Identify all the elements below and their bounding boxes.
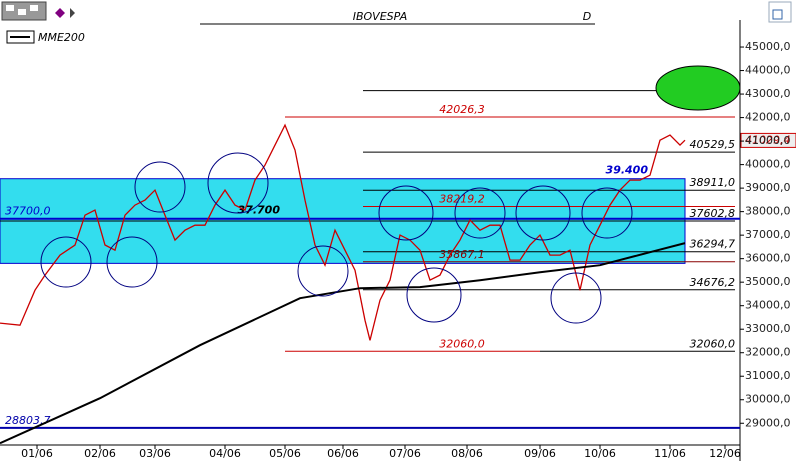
y-tick-label: 44000,0	[745, 64, 791, 77]
window-icon[interactable]	[768, 1, 792, 23]
y-tick-label: 35000,0	[745, 275, 791, 288]
y-tick-label: 43000,0	[745, 87, 791, 100]
level-label: 42026,3	[439, 103, 485, 116]
level-label: 35867,1	[439, 248, 485, 261]
band-label: 37.700	[238, 204, 281, 217]
chart-title: IBOVESPA	[353, 10, 408, 23]
x-tick-label: 12/06	[709, 447, 741, 460]
y-tick-label: 40000,0	[745, 158, 791, 171]
x-tick-label: 08/06	[451, 447, 483, 460]
level-label: 40529,5	[690, 138, 736, 151]
target-ellipse	[655, 65, 741, 111]
y-tick-label: 39000,0	[745, 181, 791, 194]
x-tick-label: 01/06	[21, 447, 53, 460]
y-axis-ticks: 29000,0 30000,0 31000,0 32000,0 33000,0 34000…	[21, 40, 790, 460]
last-price-label: 41029,4	[745, 133, 791, 146]
level-label: 37700,0	[5, 205, 51, 218]
level-label: 28803,7	[5, 414, 51, 427]
legend-label: MME200	[38, 31, 85, 44]
y-tick-label: 38000,0	[745, 205, 791, 218]
x-tick-label: 02/06	[84, 447, 116, 460]
y-tick-label: 45000,0	[745, 40, 791, 53]
x-tick-label: 11/06	[654, 447, 686, 460]
y-tick-label: 42000,0	[745, 111, 791, 124]
level-label: 34676,2	[690, 276, 736, 289]
band-label: 39.400	[606, 164, 649, 177]
circles	[40, 152, 633, 324]
y-tick-label: 37000,0	[745, 228, 791, 241]
y-tick-label: 32000,0	[745, 346, 791, 359]
period: D	[583, 10, 591, 23]
logo	[1, 1, 75, 21]
level-label: 32060,0	[439, 337, 485, 350]
x-tick-label: 03/06	[139, 447, 171, 460]
y-tick-label: 30000,0	[745, 393, 791, 406]
level-label: 32060,0	[690, 337, 736, 350]
x-tick-label: 10/06	[584, 447, 616, 460]
level-label: 38911,0	[690, 176, 736, 189]
y-tick-label: 31000,0	[745, 369, 791, 382]
y-tick-label: 41000,0	[745, 134, 791, 147]
x-tick-label: 05/06	[269, 447, 301, 460]
level-label: 36294,7	[690, 238, 736, 251]
y-tick-label: 29000,0	[745, 416, 791, 429]
price-line	[0, 123, 686, 341]
x-tick-label: 04/06	[209, 447, 241, 460]
legend-box	[6, 30, 35, 44]
last-price-box	[740, 132, 796, 148]
x-tick-label: 09/06	[524, 447, 556, 460]
y-tick-label: 33000,0	[745, 322, 791, 335]
y-tick-label: 36000,0	[745, 252, 791, 265]
level-label: 38219,2	[439, 192, 485, 205]
level-label: 37602,8	[690, 207, 736, 220]
average-line	[0, 242, 686, 445]
x-tick-label: 06/06	[327, 447, 359, 460]
x-tick-label: 07/06	[389, 447, 421, 460]
y-tick-label: 34000,0	[745, 299, 791, 312]
